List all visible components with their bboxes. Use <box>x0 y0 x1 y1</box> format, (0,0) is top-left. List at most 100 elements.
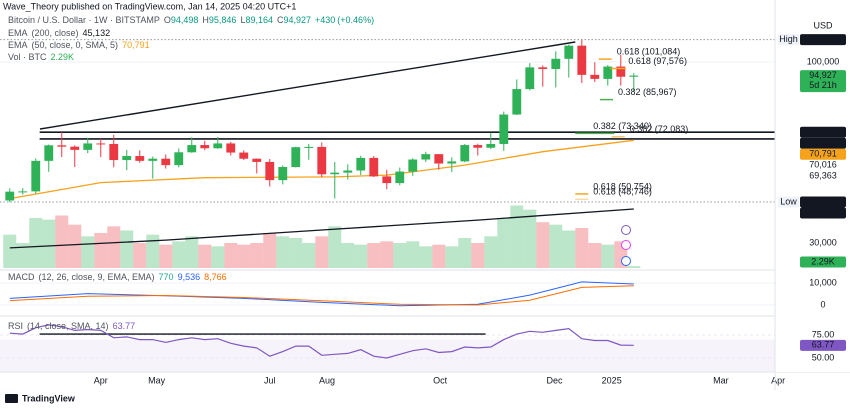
price-axis-bg <box>775 0 850 372</box>
volume-bar <box>432 244 446 268</box>
y-tick-label: 100,000 <box>807 56 840 66</box>
candle-body <box>226 143 236 153</box>
candle-body <box>187 145 197 153</box>
fib-label: 0.382 (72,083) <box>630 124 689 134</box>
indicator-value: 70,791 <box>122 40 150 50</box>
fib-label: 0.382 (85,967) <box>618 87 677 97</box>
trendline <box>39 41 576 130</box>
candle-body <box>213 143 223 149</box>
candle-body <box>83 143 93 150</box>
candle-body <box>148 158 158 161</box>
indicator-value: 2.29K <box>51 52 75 62</box>
volume-bar <box>237 244 251 268</box>
price-label-box <box>800 70 846 93</box>
candle-body <box>174 152 184 166</box>
volume-bar <box>185 236 199 268</box>
price-label: 73,794 <box>809 127 837 137</box>
price-label: 108,364 <box>807 34 840 44</box>
candle-body <box>109 143 119 161</box>
macd-line <box>9 281 634 307</box>
candle-body <box>317 146 327 175</box>
symbol-title: Bitcoin / U.S. Dollar · 1W · BITSTAMP <box>8 15 160 25</box>
candle-body <box>31 160 41 192</box>
indicator-name: EMA <box>8 40 28 50</box>
candle-body <box>252 158 262 162</box>
volume-bar <box>341 243 355 268</box>
volume-bar <box>276 236 290 268</box>
candle-body <box>616 66 626 77</box>
candle-body <box>512 89 522 115</box>
volume-bar <box>172 241 186 268</box>
currency-label: USD <box>813 20 833 30</box>
candle-body <box>421 154 431 160</box>
volume-bar <box>120 230 134 268</box>
indicator-value: 63.77 <box>113 321 136 331</box>
volume-bar <box>354 244 368 268</box>
volume-bar <box>211 246 225 268</box>
candle-body <box>564 45 574 59</box>
candle-body <box>70 146 80 150</box>
candle-body <box>382 176 392 184</box>
indicator-name: EMA <box>8 28 28 38</box>
volume-bar <box>315 236 329 268</box>
volume-bar <box>445 246 459 268</box>
price-label-box <box>800 196 846 208</box>
price-tag: Low <box>780 196 797 206</box>
publisher: Wave_Theory published on TradingView.com… <box>3 1 296 11</box>
candle-body <box>239 152 249 159</box>
fib-label: 0.618 (50,754) <box>593 181 652 191</box>
price-label: 69,363 <box>809 171 837 181</box>
volume-bar <box>159 244 173 268</box>
rsi-line <box>9 324 634 359</box>
change-pct: (+0.46%) <box>337 15 374 25</box>
volume-bar <box>419 246 433 268</box>
candle-body <box>369 157 379 177</box>
x-tick-label: Oct <box>433 375 448 385</box>
price-tag-box <box>778 34 799 46</box>
indicator-value: 9,536 <box>178 272 201 282</box>
volume-bar <box>68 224 82 268</box>
volume-bar <box>497 218 511 268</box>
volume-bar <box>406 241 420 268</box>
candle-body <box>57 145 67 147</box>
volume-bar <box>367 243 381 268</box>
legend-row: MACD (12, 26, close, 9, EMA, EMA) 770 9,536… <box>8 272 227 282</box>
price-label: 2.29K <box>811 256 835 266</box>
volume-bar <box>523 209 537 268</box>
indicator-value: 45,132 <box>83 28 111 38</box>
price-label: 70,791 <box>809 149 837 159</box>
ohlc-key: H <box>202 15 209 25</box>
legend-row: Vol · BTC 2.29K <box>8 52 74 62</box>
candle-body <box>603 66 613 79</box>
price-label-box <box>800 207 846 219</box>
volume-bar <box>29 218 43 268</box>
price-label: 71,285 <box>809 138 837 148</box>
candle-body <box>460 145 470 162</box>
volume-bar <box>380 241 394 268</box>
candle-body <box>525 67 535 90</box>
x-tick-label: Apr <box>94 375 108 385</box>
price-label-box <box>800 34 846 46</box>
volume-bar <box>107 226 121 268</box>
candle-body <box>343 170 353 173</box>
y-tick-label: 50.00 <box>812 352 835 362</box>
candle-body <box>486 143 496 148</box>
candle-body <box>200 145 210 149</box>
volume-bar <box>601 244 615 268</box>
volume-bar <box>94 233 108 268</box>
ohlc-value: 94,498 <box>171 15 199 25</box>
candle-body <box>551 58 561 69</box>
candle-body <box>590 74 600 79</box>
x-tick-label: Dec <box>546 375 563 385</box>
volume-bar <box>55 215 69 268</box>
macd-line <box>9 285 634 306</box>
volume-bar <box>510 205 524 268</box>
ema-line <box>9 208 634 249</box>
legend-row: EMA (50, close, 0, SMA, 5) 70,791 <box>8 40 150 50</box>
y-tick-label: 30,000 <box>809 237 837 247</box>
fib-label: 0.618 (48,746) <box>593 187 652 197</box>
candle-body <box>278 167 288 181</box>
candle-body <box>447 161 457 164</box>
candle-body <box>434 154 444 164</box>
